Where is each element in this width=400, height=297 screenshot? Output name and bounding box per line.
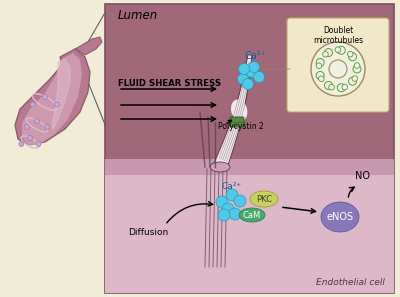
FancyBboxPatch shape xyxy=(287,18,389,112)
Text: Lumen: Lumen xyxy=(118,9,158,22)
Circle shape xyxy=(226,189,238,201)
Ellipse shape xyxy=(250,191,278,207)
Circle shape xyxy=(348,53,356,61)
Circle shape xyxy=(316,63,322,69)
Circle shape xyxy=(238,73,248,85)
Polygon shape xyxy=(214,55,252,170)
Circle shape xyxy=(353,65,361,73)
Polygon shape xyxy=(105,169,394,293)
Circle shape xyxy=(34,119,40,124)
Text: Diffusion: Diffusion xyxy=(128,228,168,237)
Circle shape xyxy=(324,81,332,89)
Circle shape xyxy=(354,63,360,68)
Ellipse shape xyxy=(210,162,230,172)
Text: eNOS: eNOS xyxy=(326,212,354,222)
Circle shape xyxy=(229,208,241,220)
Circle shape xyxy=(234,195,246,207)
Circle shape xyxy=(218,209,230,221)
Circle shape xyxy=(242,78,254,89)
Circle shape xyxy=(324,48,332,56)
Circle shape xyxy=(36,141,41,146)
Circle shape xyxy=(311,42,365,96)
Polygon shape xyxy=(105,159,394,175)
Circle shape xyxy=(329,60,347,78)
Text: NO: NO xyxy=(354,171,370,181)
Text: Ca²⁺: Ca²⁺ xyxy=(244,51,266,61)
Circle shape xyxy=(348,77,356,85)
Circle shape xyxy=(55,102,60,107)
Ellipse shape xyxy=(321,202,359,232)
Polygon shape xyxy=(75,37,102,55)
Circle shape xyxy=(254,72,264,83)
Circle shape xyxy=(45,124,50,129)
Ellipse shape xyxy=(231,99,248,121)
Circle shape xyxy=(24,124,29,129)
Ellipse shape xyxy=(239,208,265,222)
Circle shape xyxy=(316,72,324,80)
Text: PKC: PKC xyxy=(256,195,272,203)
FancyBboxPatch shape xyxy=(105,4,394,293)
Circle shape xyxy=(342,84,348,90)
Text: FLUID SHEAR STRESS: FLUID SHEAR STRESS xyxy=(118,80,221,89)
Circle shape xyxy=(329,84,334,90)
Text: Ca²⁺: Ca²⁺ xyxy=(222,182,242,191)
Circle shape xyxy=(222,203,234,215)
Circle shape xyxy=(323,51,328,57)
Circle shape xyxy=(337,46,345,54)
Text: Endothelial cell: Endothelial cell xyxy=(316,278,384,287)
Text: CaM: CaM xyxy=(243,211,261,219)
Text: Polycystin 2: Polycystin 2 xyxy=(218,122,264,131)
Circle shape xyxy=(246,67,258,78)
Polygon shape xyxy=(52,59,70,129)
Circle shape xyxy=(28,135,32,140)
Circle shape xyxy=(30,102,35,107)
Circle shape xyxy=(316,59,324,67)
Circle shape xyxy=(216,196,228,208)
Circle shape xyxy=(318,76,324,82)
Circle shape xyxy=(335,47,341,53)
Polygon shape xyxy=(22,53,82,145)
Circle shape xyxy=(337,84,345,92)
Circle shape xyxy=(42,94,48,99)
Circle shape xyxy=(19,141,24,146)
Circle shape xyxy=(352,76,358,81)
Text: Doublet
microtubules: Doublet microtubules xyxy=(313,26,363,45)
Circle shape xyxy=(248,61,260,72)
Circle shape xyxy=(238,64,250,75)
Polygon shape xyxy=(15,49,90,145)
FancyBboxPatch shape xyxy=(230,117,244,127)
Circle shape xyxy=(348,51,353,57)
